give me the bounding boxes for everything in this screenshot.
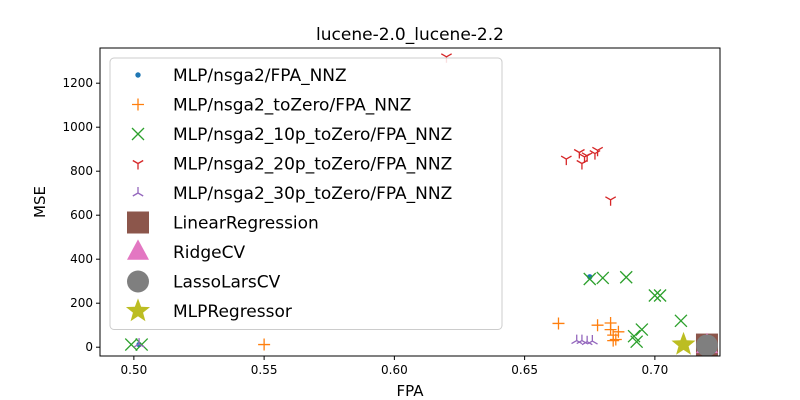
data-point <box>135 338 149 352</box>
y-tick-label: 600 <box>70 208 93 222</box>
data-point <box>576 334 588 345</box>
data-point <box>560 155 572 166</box>
series-4 <box>133 334 598 348</box>
x-tick-label: 0.65 <box>511 363 538 377</box>
legend-marker <box>132 98 144 111</box>
data-point <box>604 317 617 329</box>
legend-marker <box>127 270 149 293</box>
y-axis: 0 200 400 600 800 1000 1200 <box>62 76 100 354</box>
legend-label: LinearRegression <box>173 214 319 234</box>
legend-label: MLP/nsga2/FPA_NNZ <box>173 66 347 86</box>
data-point <box>573 148 585 159</box>
data-point <box>619 270 633 284</box>
data-point <box>612 325 625 338</box>
data-point <box>609 333 622 346</box>
y-tick-label: 0 <box>85 340 93 354</box>
x-tick-label: 0.55 <box>251 363 278 377</box>
series-1 <box>258 317 625 351</box>
data-point <box>607 334 620 347</box>
plot-frame <box>99 47 721 357</box>
data-point <box>552 317 565 330</box>
series-7 <box>695 334 718 357</box>
x-tick-label: 0.60 <box>381 363 408 377</box>
legend-label: MLPRegressor <box>173 302 292 322</box>
data-point <box>674 314 688 328</box>
series-2 <box>124 270 688 352</box>
y-tick-label: 400 <box>70 252 93 266</box>
legend-label: LassoLarsCV <box>173 273 281 293</box>
legend-marker <box>135 72 141 78</box>
data-point <box>589 150 601 160</box>
legend-marker <box>125 298 151 322</box>
y-tick-label: 200 <box>70 296 93 310</box>
legend-marker <box>132 187 144 197</box>
data-point <box>581 152 593 162</box>
data-point <box>576 159 588 170</box>
legend-label: MLP/nsga2_20p_toZero/FPA_NNZ <box>173 155 452 175</box>
data-point <box>648 289 662 302</box>
x-tick-label: 0.70 <box>642 363 669 377</box>
legend-label: RidgeCV <box>173 243 245 263</box>
data-point <box>596 271 610 285</box>
x-tick-label: 0.50 <box>121 363 148 377</box>
y-tick-label: 1200 <box>62 76 93 90</box>
x-axis: 0.50 0.55 0.60 0.65 0.70 <box>121 356 669 377</box>
data-point <box>591 319 604 332</box>
x-axis-title: FPA <box>397 382 425 400</box>
legend: MLP/nsga2/FPA_NNZ MLP/nsga2_toZero/FPA_NN… <box>109 57 503 330</box>
legend-label: MLP/nsga2_toZero/FPA_NNZ <box>173 96 411 116</box>
legend-box <box>109 57 503 330</box>
data-point <box>653 289 667 302</box>
data-point <box>133 338 145 348</box>
data-point <box>583 272 597 286</box>
data-point <box>671 331 696 355</box>
data-point <box>592 146 604 157</box>
series-3 <box>440 53 617 206</box>
legend-label: MLP/nsga2_30p_toZero/FPA_NNZ <box>173 184 452 204</box>
y-axis-title: MSE <box>31 186 49 218</box>
data-point <box>586 335 598 345</box>
legend-marker <box>131 127 145 141</box>
data-point <box>605 196 617 206</box>
legend-marker <box>127 239 149 260</box>
data-point <box>630 335 644 349</box>
y-tick-label: 1000 <box>62 120 93 134</box>
data-point <box>124 338 138 352</box>
data-point <box>258 338 271 351</box>
chart-title: lucene-2.0_lucene-2.2 <box>316 25 504 45</box>
series-8 <box>671 331 696 355</box>
y-tick-label: 800 <box>70 164 93 178</box>
plot-area <box>124 53 718 357</box>
data-point <box>695 334 718 357</box>
legend-marker <box>132 159 144 170</box>
legend-marker <box>127 211 149 234</box>
legend-label: MLP/nsga2_10p_toZero/FPA_NNZ <box>173 125 452 145</box>
data-point <box>635 323 649 337</box>
